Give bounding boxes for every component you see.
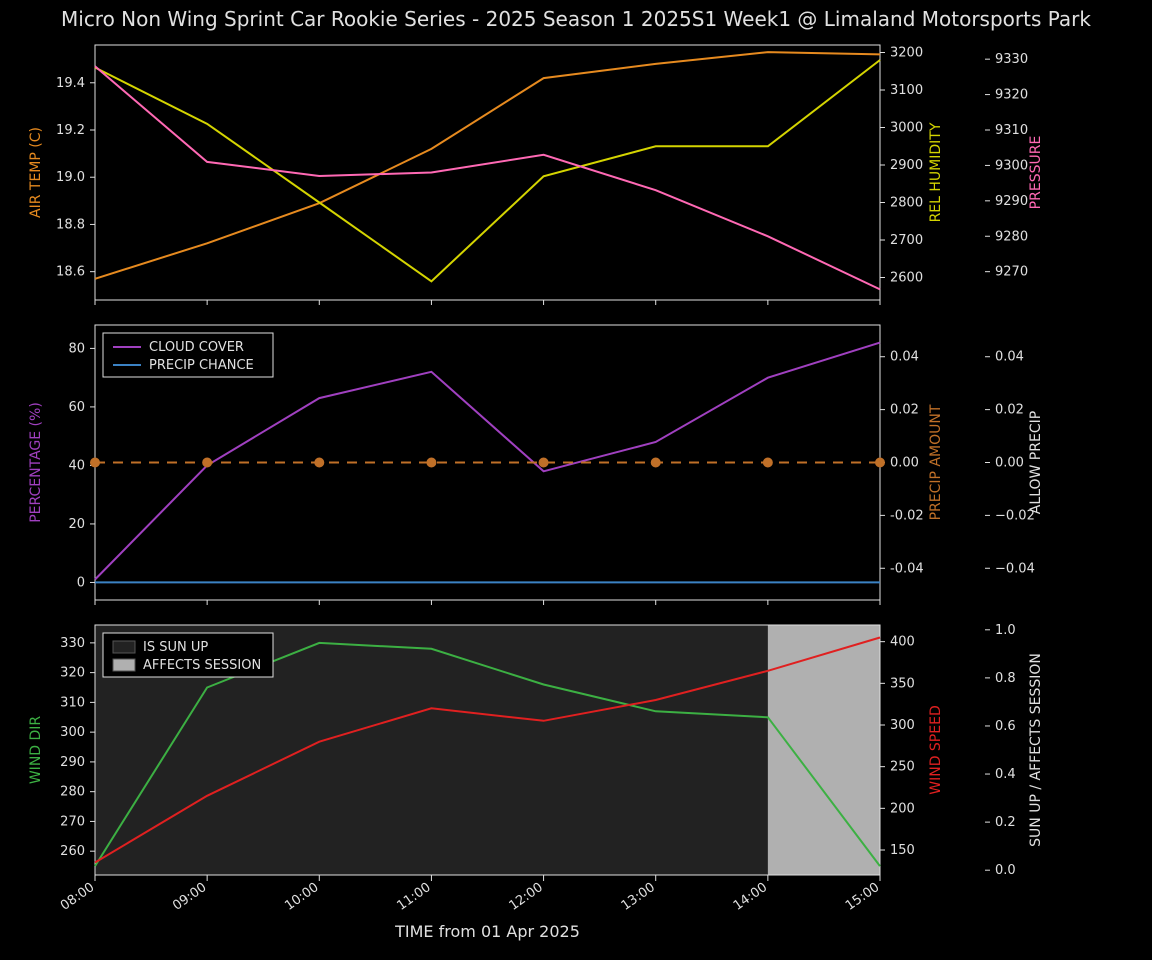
line-air-temp: [95, 52, 880, 279]
x-tick-label: 09:00: [170, 880, 209, 914]
svg-text:0.02: 0.02: [995, 403, 1024, 418]
line-pressure: [95, 66, 880, 289]
x-tick-label: 12:00: [507, 880, 546, 914]
marker-precip-amount: [202, 458, 212, 468]
marker-precip-amount: [314, 458, 324, 468]
axis-rel-humidity: REL HUMIDITY: [928, 122, 944, 222]
svg-text:0.00: 0.00: [995, 456, 1024, 471]
svg-text:150: 150: [890, 843, 915, 858]
marker-precip-amount: [539, 458, 549, 468]
axis-wind-dir: WIND DIR: [28, 716, 44, 785]
panel2-legend: CLOUD COVER PRECIP CHANCE: [103, 333, 273, 377]
svg-text:0.2: 0.2: [995, 815, 1016, 830]
svg-text:-0.04: -0.04: [890, 561, 924, 576]
axis-sun-affects: SUN UP / AFFECTS SESSION: [1028, 653, 1044, 847]
svg-text:330: 330: [60, 636, 85, 651]
svg-text:18.6: 18.6: [56, 265, 85, 280]
panel-border: [95, 45, 880, 300]
svg-text:9290: 9290: [995, 194, 1028, 209]
marker-precip-amount: [90, 458, 100, 468]
marker-precip-amount: [651, 458, 661, 468]
axis-precip-amount: PRECIP AMOUNT: [928, 404, 944, 520]
svg-text:300: 300: [890, 718, 915, 733]
svg-text:19.0: 19.0: [56, 170, 85, 185]
marker-precip-amount: [763, 458, 773, 468]
svg-text:9300: 9300: [995, 158, 1028, 173]
svg-text:200: 200: [890, 801, 915, 816]
axis-wind-speed: WIND SPEED: [928, 705, 944, 794]
svg-text:PRECIP CHANCE: PRECIP CHANCE: [149, 358, 254, 373]
svg-text:0.4: 0.4: [995, 767, 1016, 782]
chart-title: Micro Non Wing Sprint Car Rookie Series …: [61, 7, 1091, 31]
svg-text:-0.02: -0.02: [890, 508, 924, 523]
x-axis-label: TIME from 01 Apr 2025: [394, 922, 580, 941]
axis-allow-precip: ALLOW PRECIP: [1028, 411, 1044, 514]
svg-text:310: 310: [60, 695, 85, 710]
svg-text:9330: 9330: [995, 52, 1028, 67]
svg-text:19.2: 19.2: [56, 123, 85, 138]
svg-text:3000: 3000: [890, 121, 923, 136]
weather-figure: Micro Non Wing Sprint Car Rookie Series …: [0, 0, 1152, 960]
svg-text:0.8: 0.8: [995, 671, 1016, 686]
svg-text:280: 280: [60, 785, 85, 800]
svg-text:2600: 2600: [890, 271, 923, 286]
svg-text:9320: 9320: [995, 88, 1028, 103]
x-tick-label: 10:00: [282, 880, 321, 914]
svg-text:18.8: 18.8: [56, 217, 85, 232]
svg-text:9270: 9270: [995, 265, 1028, 280]
svg-text:320: 320: [60, 666, 85, 681]
svg-text:2900: 2900: [890, 158, 923, 173]
x-tick-label: 08:00: [58, 880, 97, 914]
svg-text:19.4: 19.4: [56, 76, 85, 91]
svg-text:0.6: 0.6: [995, 719, 1016, 734]
svg-text:2700: 2700: [890, 233, 923, 248]
svg-text:3100: 3100: [890, 83, 923, 98]
svg-text:−0.04: −0.04: [995, 561, 1035, 576]
svg-text:400: 400: [890, 635, 915, 650]
svg-text:1.0: 1.0: [995, 623, 1016, 638]
svg-text:AFFECTS SESSION: AFFECTS SESSION: [143, 658, 261, 673]
svg-text:0.02: 0.02: [890, 403, 919, 418]
svg-text:0.04: 0.04: [890, 350, 919, 365]
x-tick-label: 15:00: [843, 880, 882, 914]
svg-text:80: 80: [68, 341, 85, 356]
svg-text:290: 290: [60, 755, 85, 770]
axis-pressure: PRESSURE: [1028, 136, 1044, 210]
svg-text:250: 250: [890, 760, 915, 775]
svg-text:350: 350: [890, 676, 915, 691]
svg-text:270: 270: [60, 814, 85, 829]
svg-text:3200: 3200: [890, 46, 923, 61]
axis-percentage: PERCENTAGE (%): [28, 402, 44, 523]
svg-text:0: 0: [77, 575, 85, 590]
svg-text:0.00: 0.00: [890, 456, 919, 471]
line-rel-humidity: [95, 60, 880, 281]
svg-text:260: 260: [60, 844, 85, 859]
line-cloud-cover: [95, 343, 880, 580]
svg-text:IS SUN UP: IS SUN UP: [143, 640, 208, 655]
panel3-legend: IS SUN UP AFFECTS SESSION: [103, 633, 273, 677]
x-tick-label: 11:00: [394, 880, 433, 914]
axis-air-temp: AIR TEMP (C): [28, 127, 44, 218]
svg-text:9280: 9280: [995, 229, 1028, 244]
marker-precip-amount: [426, 458, 436, 468]
marker-precip-amount: [875, 458, 885, 468]
svg-text:60: 60: [68, 400, 85, 415]
x-tick-label: 14:00: [731, 880, 770, 914]
shade-affects-session: [768, 625, 880, 875]
svg-text:2800: 2800: [890, 196, 923, 211]
svg-text:40: 40: [68, 458, 85, 473]
svg-text:20: 20: [68, 517, 85, 532]
svg-text:300: 300: [60, 725, 85, 740]
svg-text:CLOUD COVER: CLOUD COVER: [149, 340, 244, 355]
x-tick-label: 13:00: [619, 880, 658, 914]
svg-text:0.0: 0.0: [995, 863, 1016, 878]
svg-text:9310: 9310: [995, 123, 1028, 138]
svg-text:0.04: 0.04: [995, 350, 1024, 365]
